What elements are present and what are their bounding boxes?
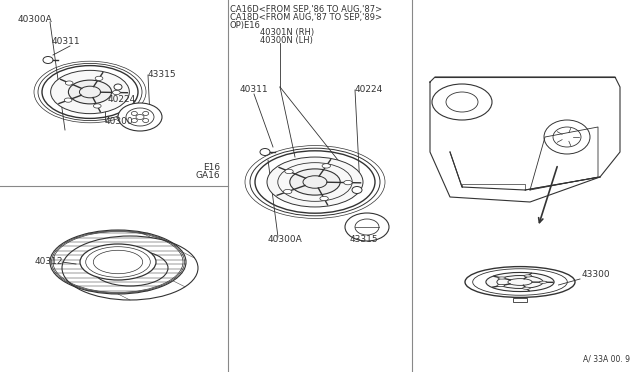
Ellipse shape <box>284 189 292 194</box>
Text: 40311: 40311 <box>240 85 269 94</box>
Text: E16: E16 <box>203 163 220 172</box>
Text: 40300N (LH): 40300N (LH) <box>260 36 313 45</box>
Ellipse shape <box>113 90 120 94</box>
Ellipse shape <box>80 244 156 280</box>
Ellipse shape <box>522 287 530 289</box>
Text: 43315: 43315 <box>350 235 379 244</box>
Text: A/ 33A 00. 9: A/ 33A 00. 9 <box>583 355 630 364</box>
Text: CA16D<FROM SEP,'86 TO AUG,'87>: CA16D<FROM SEP,'86 TO AUG,'87> <box>230 5 382 14</box>
Bar <box>513 298 527 302</box>
Text: 40224: 40224 <box>355 85 383 94</box>
Ellipse shape <box>131 119 138 122</box>
Ellipse shape <box>540 281 547 283</box>
Ellipse shape <box>320 196 328 201</box>
Text: 40301N (RH): 40301N (RH) <box>260 28 314 37</box>
Ellipse shape <box>524 275 532 277</box>
Text: GA16: GA16 <box>195 171 220 180</box>
Ellipse shape <box>322 164 330 168</box>
Ellipse shape <box>118 103 162 131</box>
Text: 40312: 40312 <box>35 257 63 266</box>
Text: 40300A: 40300A <box>18 15 52 24</box>
Ellipse shape <box>93 104 101 108</box>
Ellipse shape <box>352 186 362 193</box>
Ellipse shape <box>486 272 554 292</box>
Ellipse shape <box>131 112 138 115</box>
Ellipse shape <box>344 180 352 185</box>
Ellipse shape <box>114 84 122 90</box>
Text: 40300A: 40300A <box>268 235 303 244</box>
Text: 43300: 43300 <box>582 270 611 279</box>
Ellipse shape <box>497 285 505 287</box>
Ellipse shape <box>64 98 72 102</box>
Ellipse shape <box>432 84 492 120</box>
Ellipse shape <box>62 236 198 300</box>
Text: 40224: 40224 <box>108 95 136 104</box>
Ellipse shape <box>68 80 111 104</box>
Ellipse shape <box>498 277 506 279</box>
Text: 40311: 40311 <box>52 37 81 46</box>
Ellipse shape <box>267 157 363 207</box>
Ellipse shape <box>285 169 293 174</box>
Ellipse shape <box>65 81 73 85</box>
Text: 40300: 40300 <box>105 117 134 126</box>
Text: 43315: 43315 <box>148 70 177 79</box>
Ellipse shape <box>143 119 148 122</box>
Ellipse shape <box>290 169 340 195</box>
Ellipse shape <box>92 250 168 286</box>
Text: CA18D<FROM AUG,'87 TO SEP,'89>: CA18D<FROM AUG,'87 TO SEP,'89> <box>230 13 382 22</box>
Ellipse shape <box>345 213 389 241</box>
Ellipse shape <box>51 70 129 114</box>
Ellipse shape <box>95 76 103 80</box>
Ellipse shape <box>143 112 148 115</box>
Text: OP)E16: OP)E16 <box>230 21 261 30</box>
